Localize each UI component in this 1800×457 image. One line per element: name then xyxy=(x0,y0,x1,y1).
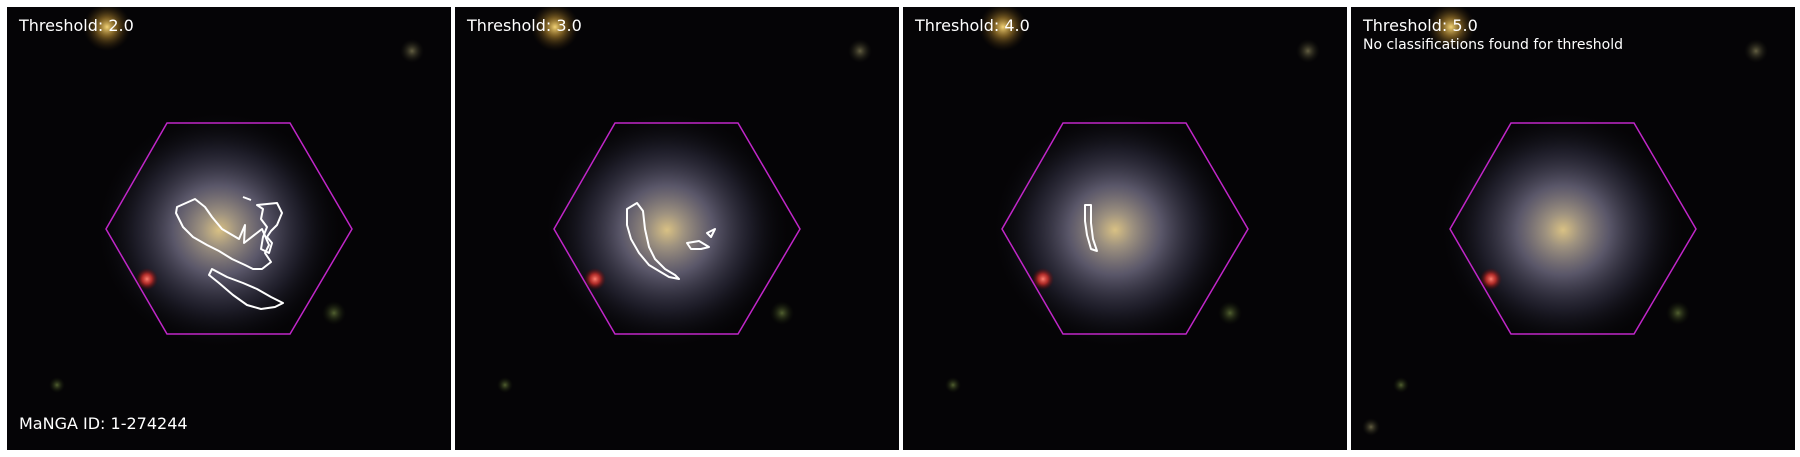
galaxy xyxy=(97,112,341,348)
red-star xyxy=(1480,268,1502,290)
background-star xyxy=(1393,377,1409,393)
threshold-label: Threshold: 4.0 xyxy=(915,16,1030,35)
foreground-star xyxy=(979,7,1027,51)
ifu-hexagon xyxy=(1001,122,1249,335)
red-star xyxy=(1032,268,1054,290)
classification-contour xyxy=(706,228,716,238)
threshold-label: Threshold: 5.0 xyxy=(1363,16,1478,35)
panel-threshold-3: Threshold: 3.0 xyxy=(455,7,899,450)
panel-threshold-5: Threshold: 5.0 No classifications found … xyxy=(1351,7,1795,450)
foreground-star xyxy=(1427,7,1475,51)
classification-contour xyxy=(1084,204,1098,252)
background-star xyxy=(770,301,794,325)
classification-contour xyxy=(175,198,272,270)
background-star xyxy=(1666,301,1690,325)
foreground-star xyxy=(531,7,579,51)
galaxy xyxy=(1441,112,1685,348)
panel-threshold-2: Threshold: 2.0 MaNGA ID: 1-274244 xyxy=(7,7,451,450)
classification-contour xyxy=(256,202,283,254)
background-star xyxy=(497,377,513,393)
classification-contour xyxy=(686,240,710,250)
red-star xyxy=(584,268,606,290)
background-star xyxy=(1362,418,1380,436)
galaxy xyxy=(545,112,789,348)
foreground-star xyxy=(83,7,131,51)
background-star xyxy=(1296,39,1320,63)
galaxy xyxy=(993,112,1237,348)
panel-threshold-4: Threshold: 4.0 xyxy=(903,7,1347,450)
threshold-label: Threshold: 3.0 xyxy=(467,16,582,35)
ifu-hexagon xyxy=(553,122,801,335)
background-star xyxy=(1218,301,1242,325)
galaxy-image xyxy=(7,7,451,450)
background-star xyxy=(400,39,424,63)
classification-contour xyxy=(242,196,252,201)
background-star xyxy=(49,377,65,393)
galaxy-image xyxy=(903,7,1347,450)
background-star xyxy=(322,301,346,325)
galaxy-image xyxy=(455,7,899,450)
no-classifications-note: No classifications found for threshold xyxy=(1363,37,1623,53)
manga-id-label: MaNGA ID: 1-274244 xyxy=(19,414,188,433)
classification-contour xyxy=(626,202,680,280)
ifu-hexagon xyxy=(1449,122,1697,335)
red-star xyxy=(136,268,158,290)
threshold-label: Threshold: 2.0 xyxy=(19,16,134,35)
ifu-hexagon xyxy=(105,122,353,335)
galaxy-image xyxy=(1351,7,1795,450)
classification-contour xyxy=(208,268,284,310)
background-star xyxy=(848,39,872,63)
background-star xyxy=(945,377,961,393)
background-star xyxy=(1744,39,1768,63)
